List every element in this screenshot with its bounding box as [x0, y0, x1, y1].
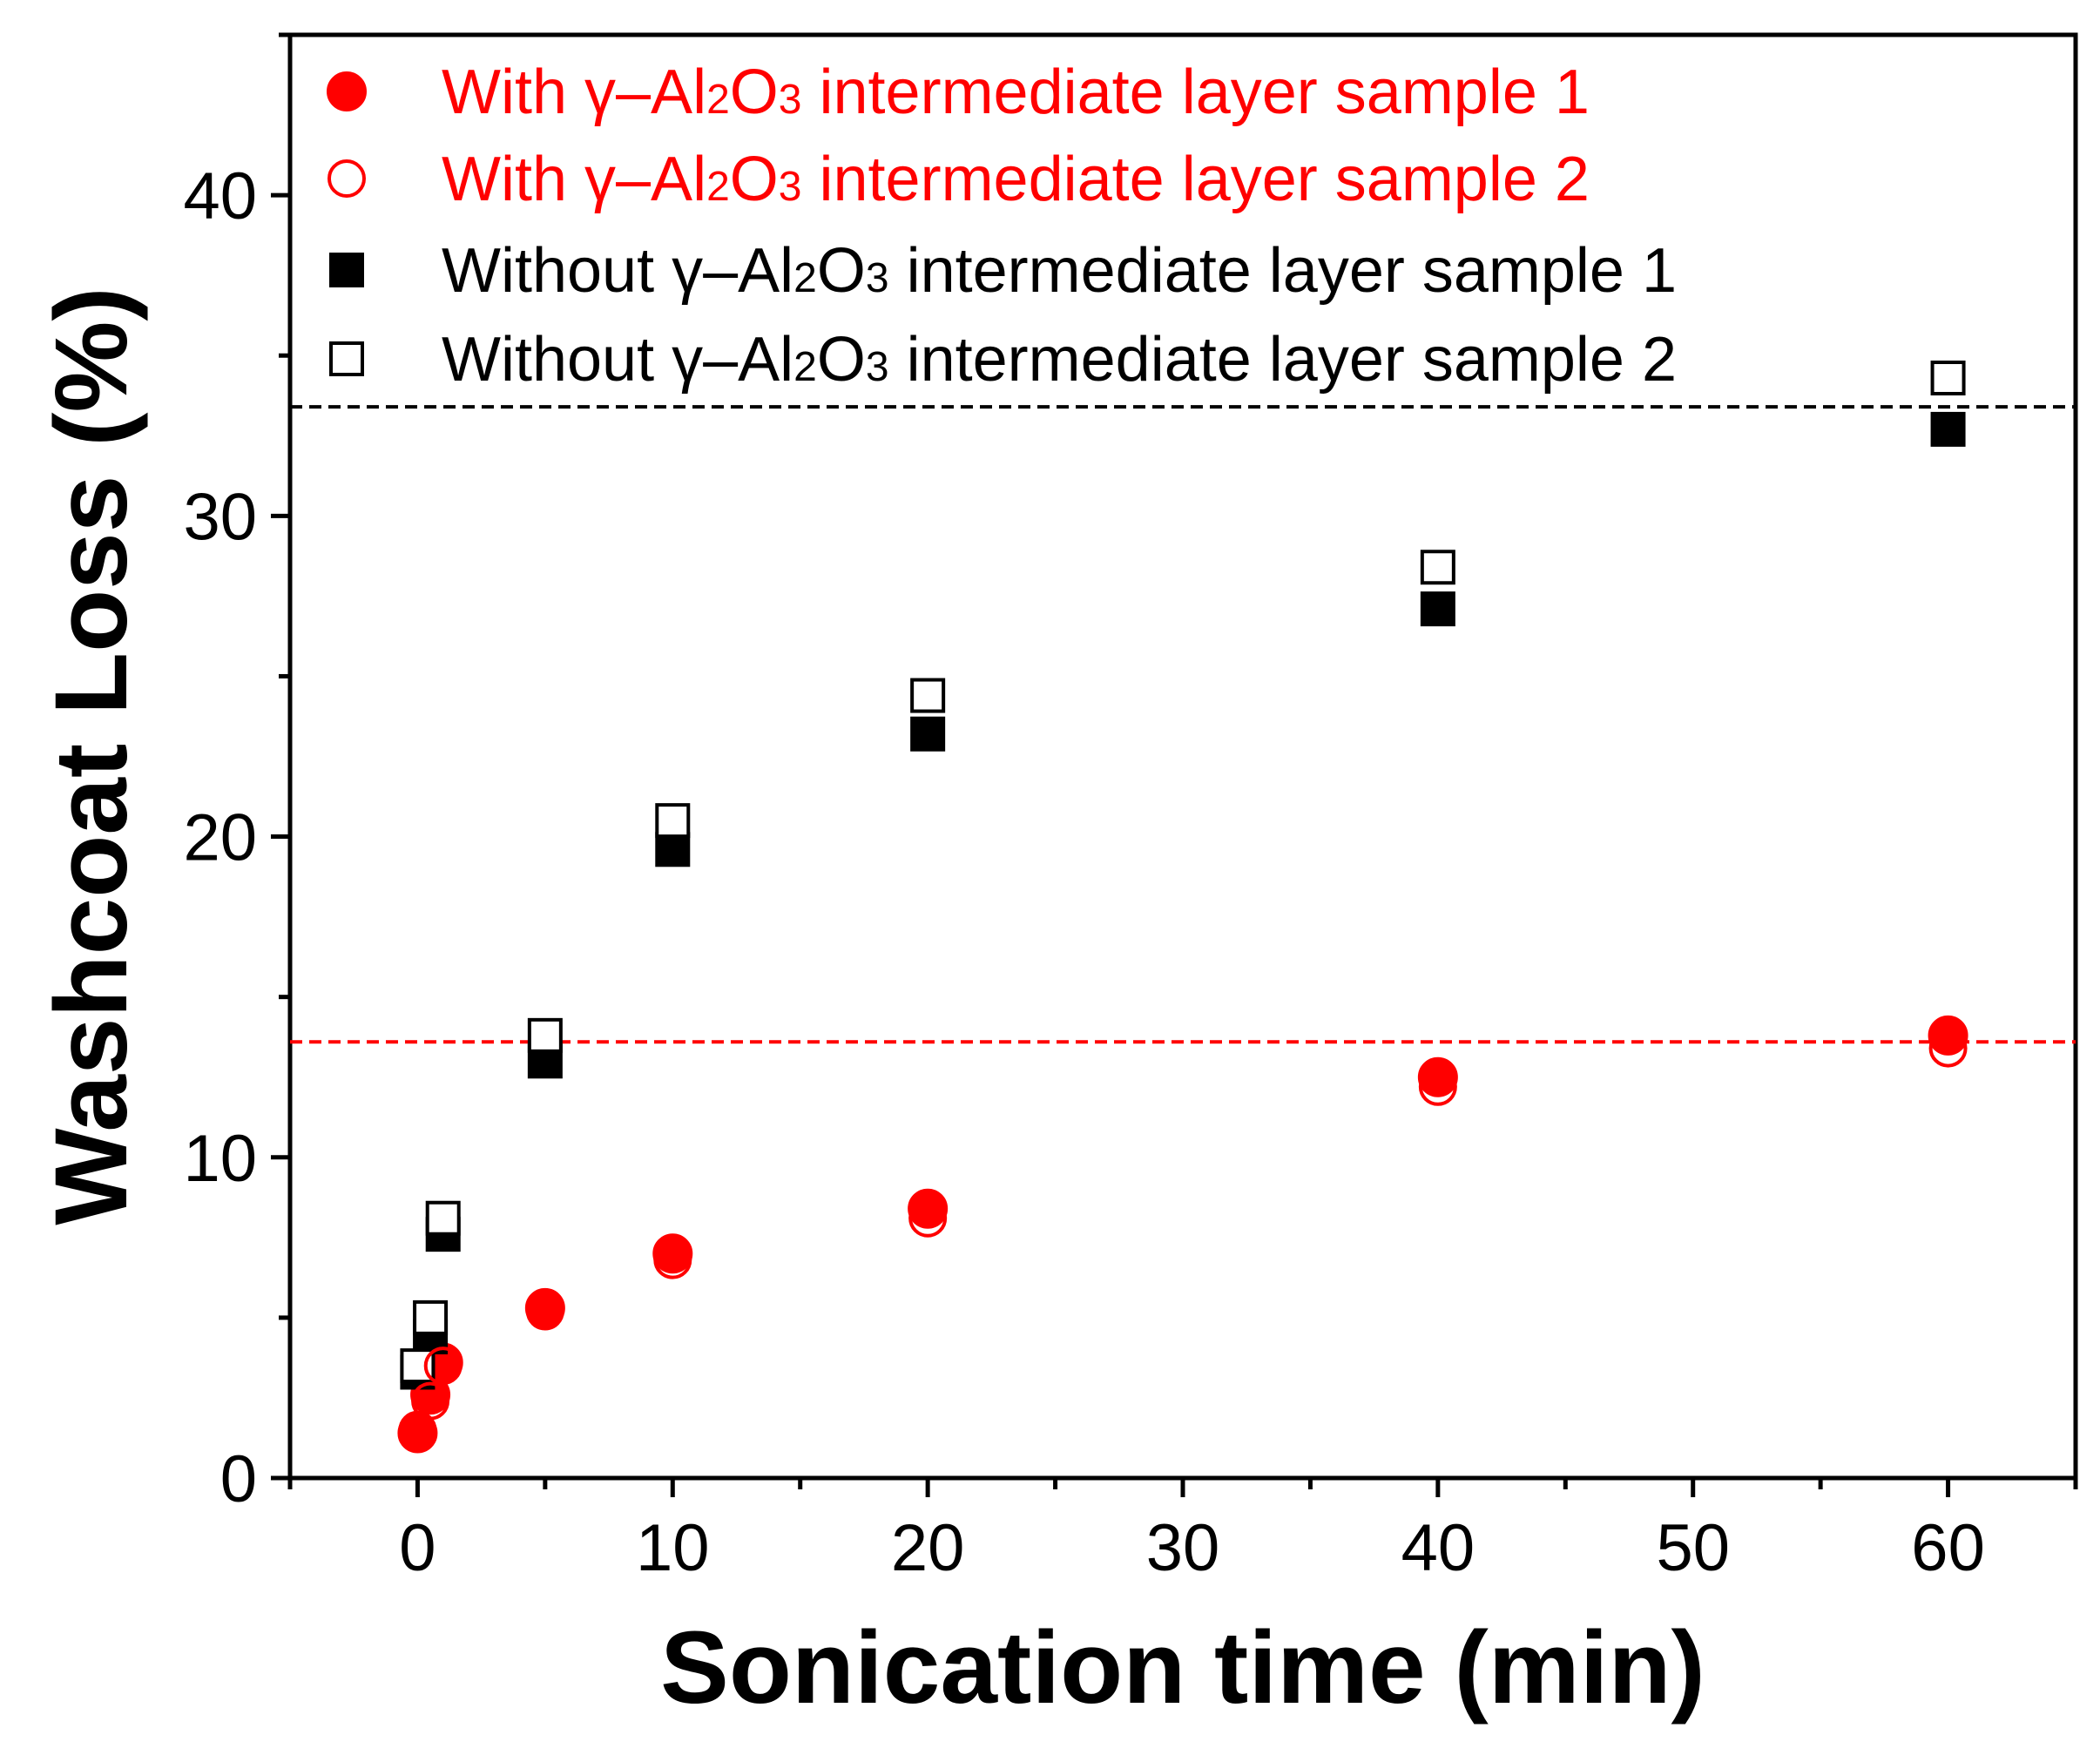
- x-tick-label: 0: [399, 1511, 436, 1585]
- x-tick-label: 30: [1146, 1511, 1220, 1585]
- y-axis: 0 10 20 30 40: [183, 32, 290, 1516]
- x-tick-label: 10: [636, 1511, 710, 1585]
- legend-label: With γ–Al2O3 intermediate layer sample 1: [442, 57, 1590, 127]
- y-tick-label: 10: [183, 1122, 257, 1196]
- data-point-circle-open: [525, 1292, 564, 1331]
- data-point-square-open: [910, 678, 946, 713]
- data-point-square-open: [655, 803, 691, 839]
- x-axis-title: Sonication time (min): [660, 1610, 1705, 1725]
- legend-marker-circle-open: [327, 159, 366, 198]
- data-point-circle-open: [653, 1240, 692, 1279]
- legend-label: With γ–Al2O3 intermediate layer sample 2: [442, 145, 1590, 214]
- data-point-circle-filled: [908, 1188, 949, 1229]
- x-tick-label: 40: [1401, 1511, 1475, 1585]
- y-tick-label: 30: [183, 480, 257, 554]
- x-tick-label: 60: [1911, 1511, 1985, 1585]
- data-point-square-filled: [910, 716, 946, 752]
- x-axis: 0 10 20 30 40 50 60: [287, 1478, 2078, 1585]
- data-point-square-filled: [1930, 411, 1966, 447]
- data-point-circle-open: [1418, 1067, 1457, 1106]
- data-point-square-filled: [655, 832, 691, 867]
- data-point-circle-open: [411, 1381, 450, 1421]
- data-point-square-open: [413, 1299, 449, 1335]
- reference-lines: [290, 405, 2076, 1044]
- x-tick-label: 50: [1656, 1511, 1730, 1585]
- data-points: [397, 360, 1968, 1454]
- data-point-square-open: [1930, 360, 1966, 395]
- y-tick-label: 20: [183, 801, 257, 875]
- legend-label: Without γ–Al2O3 intermediate layer sampl…: [442, 325, 1677, 395]
- data-point-circle-open: [423, 1347, 463, 1386]
- data-point-square-filled: [1420, 591, 1455, 627]
- data-point-square-open: [527, 1017, 563, 1053]
- y-axis-title: Washcoat Loss (%): [34, 287, 149, 1225]
- y-tick-label: 0: [220, 1442, 257, 1516]
- data-point-circle-open: [908, 1198, 948, 1238]
- legend-marker-square-filled: [329, 253, 364, 287]
- legend-label: Without γ–Al2O3 intermediate layer sampl…: [442, 236, 1677, 306]
- legend-marker-circle-filled: [327, 71, 367, 111]
- data-point-circle-open: [1928, 1029, 1968, 1068]
- data-point-circle-filled: [1928, 1015, 1968, 1056]
- y-tick-label: 40: [183, 159, 257, 233]
- data-point-square-open: [425, 1200, 461, 1236]
- legend-marker-square-open: [329, 341, 364, 376]
- data-point-square-open: [1420, 550, 1455, 585]
- x-tick-label: 20: [891, 1511, 965, 1585]
- data-point-circle-filled: [1417, 1056, 1458, 1097]
- legend: With γ–Al2O3 intermediate layer sample 1…: [327, 57, 1677, 395]
- data-point-circle-filled: [652, 1233, 693, 1274]
